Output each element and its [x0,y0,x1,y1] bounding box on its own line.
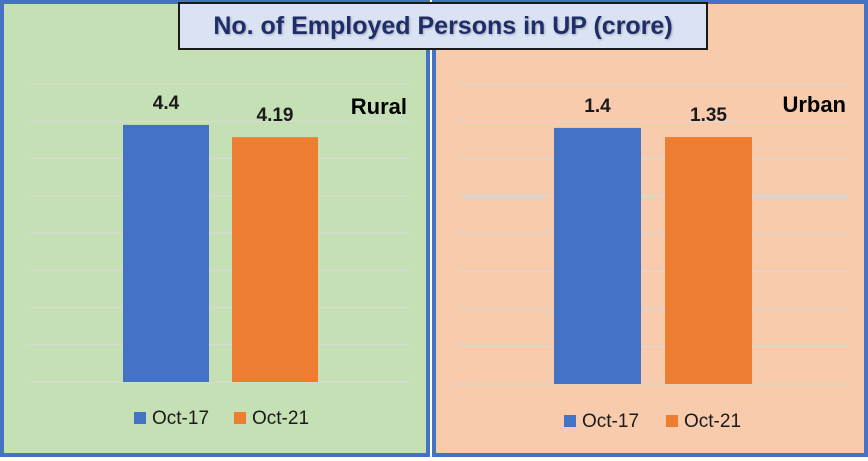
rural-panel-title: Rural [351,94,407,119]
urban-legend-label: Oct-21 [684,411,741,432]
rural-bar-oct-21 [232,137,318,382]
chart-title-box: No. of Employed Persons in UP (crore) [178,2,708,50]
urban-legend-label: Oct-17 [582,411,639,432]
rural-panel: 4.4 4.19 Rural Oct-17 Oct-21 [0,0,430,457]
urban-panel-title: Urban [782,92,846,117]
chart-title: No. of Employed Persons in UP (crore) [213,11,673,40]
urban-chart: 1.4 1.35 Urban Oct-17 Oct-21 [458,83,848,432]
urban-legend-swatch [666,415,678,427]
urban-bar-oct-21 [665,137,752,384]
rural-data-label: 4.19 [257,105,294,126]
rural-legend-label: Oct-17 [152,408,209,429]
urban-data-label: 1.4 [584,96,611,117]
rural-legend-label: Oct-21 [252,408,309,429]
rural-legend-swatch [234,412,246,424]
rural-bar-oct-17 [123,124,209,382]
rural-data-label: 4.4 [153,93,180,114]
urban-data-label: 1.35 [690,105,727,126]
rural-chart: 4.4 4.19 Rural Oct-17 Oct-21 [28,83,410,429]
rural-legend-swatch [134,412,146,424]
urban-bar-oct-17 [554,127,641,384]
urban-legend-swatch [564,415,576,427]
urban-panel: 1.4 1.35 Urban Oct-17 Oct-21 [432,0,868,457]
